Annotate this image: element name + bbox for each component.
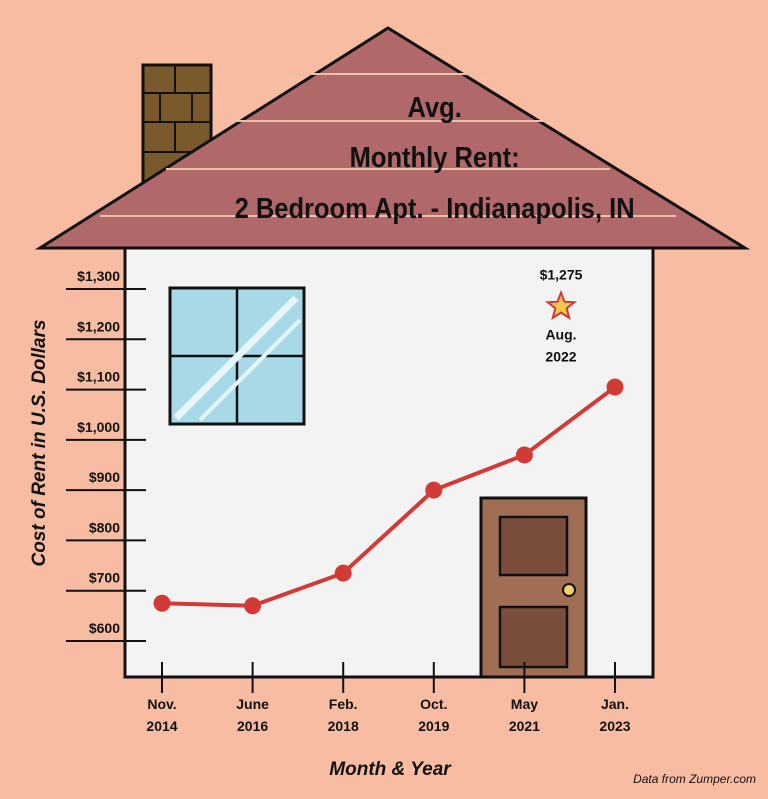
data-point: [606, 378, 624, 396]
y-tick-label: $1,300: [77, 268, 120, 284]
roof: [34, 26, 751, 250]
door-knob: [562, 583, 576, 597]
x-tick-label: 2019: [418, 718, 449, 734]
x-tick-label: 2014: [146, 718, 177, 734]
x-tick-label: Feb.: [329, 696, 358, 712]
star-icon: [545, 289, 577, 321]
x-tick-label: 2021: [509, 718, 540, 734]
source-note: Data from Zumper.com: [633, 772, 756, 786]
annotation-date: Aug.: [545, 327, 576, 343]
data-point: [515, 446, 533, 464]
title-line-1: Avg.: [407, 90, 461, 123]
y-tick-label: $800: [89, 519, 120, 535]
x-tick-label: 2016: [237, 718, 268, 734]
x-tick-label: 2018: [328, 718, 359, 734]
y-tick-label: $1,100: [77, 369, 120, 385]
annotation-date: 2022: [545, 349, 576, 365]
y-tick-label: $700: [89, 570, 120, 586]
x-tick-label: 2023: [599, 718, 630, 734]
door: [479, 496, 588, 679]
x-tick-label: May: [511, 696, 538, 712]
y-tick-label: $1,200: [77, 318, 120, 334]
y-axis-label: Cost of Rent in U.S. Dollars: [29, 319, 50, 566]
x-axis: Nov. 2014 June 2016 Feb. 2018 Oct. 2019 May 2021 J…: [146, 662, 631, 734]
x-tick-label: Jan.: [601, 696, 629, 712]
title-line-3: 2 Bedroom Apt. - Indianapolis, IN: [235, 191, 635, 224]
x-tick-label: June: [236, 696, 269, 712]
title-line-2: Monthly Rent:: [350, 140, 520, 173]
data-point: [425, 481, 443, 499]
window: [168, 286, 306, 426]
data-point: [334, 564, 352, 582]
x-tick-label: Oct.: [420, 696, 447, 712]
chart-title: Avg. Monthly Rent: 2 Bedroom Apt. - Indi…: [235, 90, 635, 224]
y-tick-label: $600: [89, 620, 120, 636]
y-tick-label: $900: [89, 469, 120, 485]
series-line: [161, 385, 617, 608]
data-point: [153, 594, 171, 612]
peak-annotation: $1,275 Aug. 2022: [540, 267, 583, 365]
y-axis: $600 $700 $800 $900 $1,000 $1,100 $1,200 $1,300: [66, 268, 146, 642]
x-tick-label: Nov.: [147, 696, 176, 712]
rent-series: [153, 378, 624, 615]
x-axis-label: Month & Year: [329, 759, 452, 780]
y-tick-label: $1,000: [77, 419, 120, 435]
annotation-value: $1,275: [540, 267, 583, 283]
data-point: [244, 597, 262, 615]
